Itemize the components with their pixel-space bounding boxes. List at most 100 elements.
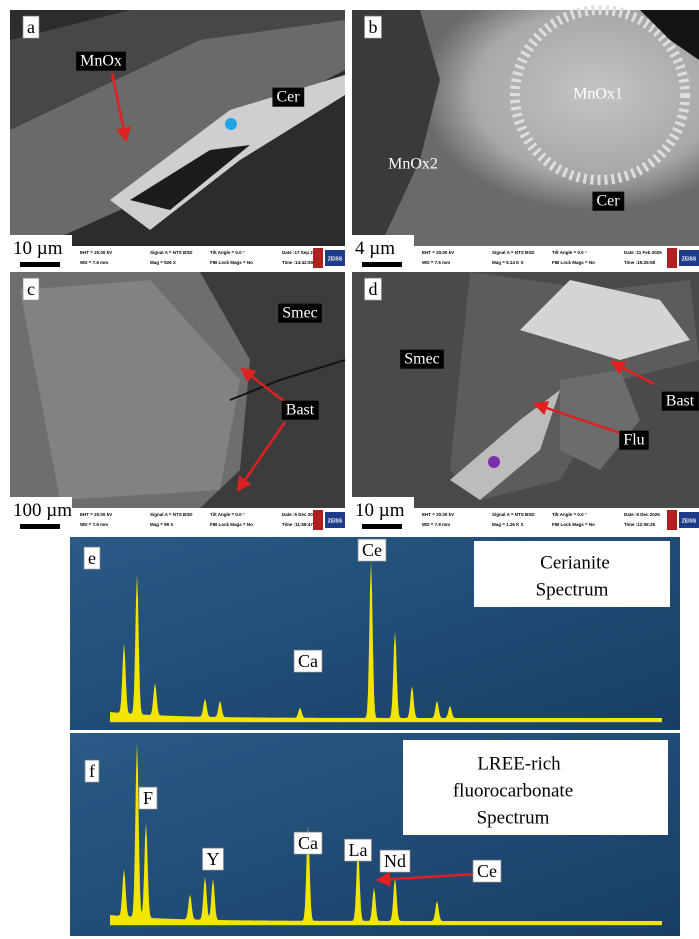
scale-text: 4 µm (355, 238, 395, 259)
label-text: F (143, 788, 153, 808)
meta-text: Mag = 1.26 K X (492, 522, 524, 527)
annotation: MnOx1 (573, 86, 623, 103)
label: a (23, 16, 39, 38)
legend-text: fluorocarbonate (453, 780, 573, 801)
label-text: La (349, 840, 368, 860)
scale-bar (20, 262, 60, 267)
label: MnOx (76, 52, 126, 71)
meta-text: FIB Lock Mags = No (552, 260, 595, 265)
meta-text: Date :11 Feb 2025 (624, 250, 662, 255)
label-text: a (27, 17, 35, 37)
meta-text: Tilt Angle = 0.0 ° (552, 512, 587, 517)
scale-bar (362, 262, 402, 267)
logo-mark (313, 510, 323, 530)
meta-text: Tilt Angle = 0.0 ° (552, 250, 587, 255)
logo-mark (667, 248, 677, 268)
label-text: c (27, 279, 35, 299)
meta-text: Date :5 Dec 2025 (282, 512, 318, 517)
label-text: Smec (282, 305, 318, 322)
scale-text: 100 µm (13, 500, 72, 521)
sem-image (10, 10, 345, 246)
label: e (84, 547, 100, 569)
label-text: Bast (666, 393, 695, 410)
label-text: Smec (404, 351, 440, 368)
meta-text: Tilt Angle = 0.0 ° (210, 250, 245, 255)
meta-text: FIB Lock Mags = No (210, 260, 253, 265)
meta-text: FIB Lock Mags = No (210, 522, 253, 527)
logo-text: ZEISS (328, 518, 343, 524)
label-text: e (88, 548, 96, 568)
meta-text: FIB Lock Mags = No (552, 522, 595, 527)
label: Bast (282, 401, 319, 420)
meta-text: Signal A = NTS BSD (492, 250, 535, 255)
meta-text: WD = 7.6 mm (80, 522, 108, 527)
scale-bar (362, 524, 402, 529)
annotation: MnOx2 (388, 156, 438, 173)
meta-text: WD = 7.9 mm (422, 522, 450, 527)
label-text: b (369, 17, 378, 37)
spot-marker (488, 456, 500, 468)
label-text: Flu (623, 432, 644, 449)
label: Y (203, 848, 224, 870)
sem-image (352, 10, 699, 246)
label-text: Bast (286, 402, 315, 419)
meta-text: Date :5 Dec 2025 (624, 512, 660, 517)
meta-text: Signal A = NTS BSD (150, 512, 193, 517)
legend-text: Spectrum (477, 807, 550, 828)
spot-marker (225, 118, 237, 130)
label: Cer (272, 88, 304, 107)
label: f (85, 760, 99, 782)
meta-text: EHT = 20.00 kV (422, 512, 454, 517)
label: Smec (278, 304, 322, 323)
figure: aMnOxCer10 µmEHT = 20.00 kVWD = 7.6 mmSi… (0, 0, 699, 939)
meta-text: Tilt Angle = 0.0 ° (210, 512, 245, 517)
meta-text: Signal A = NTS BSD (150, 250, 193, 255)
label: Cer (592, 192, 624, 211)
meta-text: Time :12:06:25 (624, 522, 656, 527)
meta-text: EHT = 20.00 kV (80, 250, 112, 255)
label: Smec (400, 350, 444, 369)
label-text: Ca (298, 651, 318, 671)
meta-text: Mag = 5.14 K X (492, 260, 524, 265)
logo-text: ZEISS (682, 256, 697, 262)
meta-text: WD = 7.6 mm (80, 260, 108, 265)
meta-text: WD = 7.5 mm (422, 260, 450, 265)
logo-mark (313, 248, 323, 268)
label: Nd (380, 850, 410, 872)
sem-image (352, 272, 699, 508)
label: Ce (358, 539, 386, 561)
logo-text: ZEISS (682, 518, 697, 524)
meta-text: EHT = 20.00 kV (80, 512, 112, 517)
legend-text: Cerianite (540, 552, 610, 573)
meta-text: Mag = 99 X (150, 522, 173, 527)
label: b (365, 16, 382, 38)
logo-mark (667, 510, 677, 530)
meta-text: Mag = 926 X (150, 260, 176, 265)
meta-text: Signal A = NTS BSD (492, 512, 535, 517)
label: c (23, 278, 39, 300)
meta-text: Time :11:59:47 (282, 522, 313, 527)
label-text: Nd (384, 851, 406, 871)
label: F (139, 787, 157, 809)
meta-text: EHT = 20.00 kV (422, 250, 454, 255)
logo-text: ZEISS (328, 256, 343, 262)
label-text: Ce (477, 861, 497, 881)
label-text: Cer (276, 89, 300, 106)
label-text: f (89, 761, 95, 781)
meta-text: Time :15:25:56 (624, 260, 656, 265)
label-text: d (369, 279, 378, 299)
legend-text: Spectrum (536, 579, 609, 600)
label: Bast (662, 392, 699, 411)
label-text: Cer (596, 193, 620, 210)
label-text: MnOx (80, 53, 122, 70)
label: La (345, 839, 372, 861)
label: Ca (294, 650, 322, 672)
label: Flu (619, 431, 648, 450)
label-text: Y (207, 849, 220, 869)
label: Ca (294, 832, 322, 854)
meta-text: Time :14:42:50 (282, 260, 314, 265)
label-text: Ce (362, 540, 382, 560)
label: Ce (473, 860, 501, 882)
label-text: Ca (298, 833, 318, 853)
label: d (365, 278, 382, 300)
